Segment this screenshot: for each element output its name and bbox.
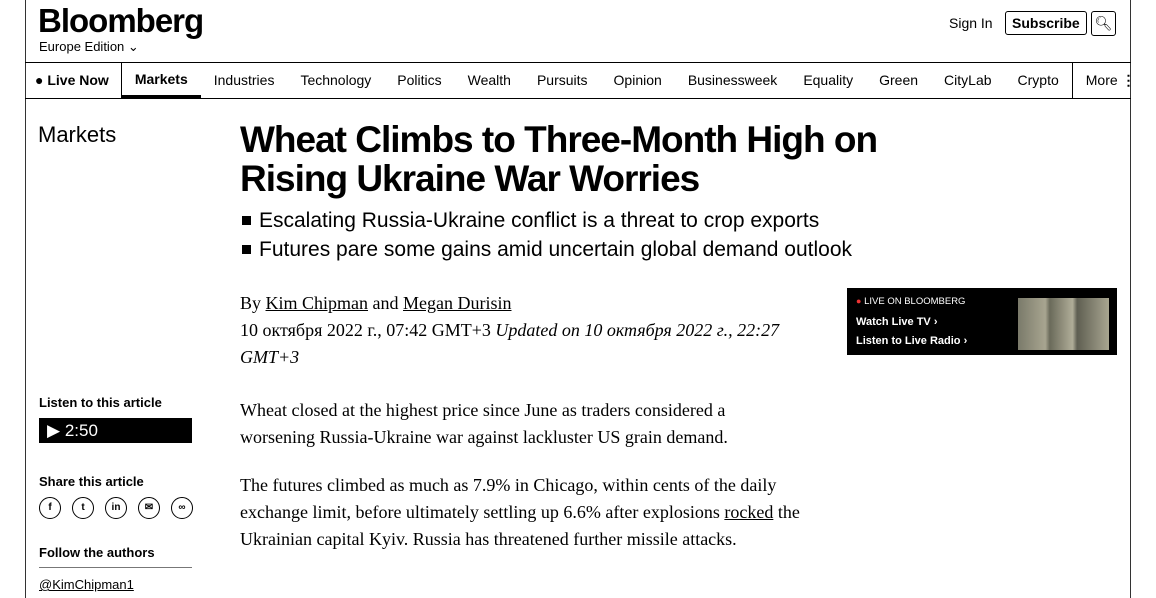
nav-technology[interactable]: Technology (300, 72, 372, 88)
chevron-down-icon: ⌄ (127, 39, 139, 54)
listen-heading: Listen to this article (39, 395, 162, 410)
search-button[interactable]: 🔍︎ (1091, 11, 1116, 36)
by-label: By (240, 293, 262, 313)
and-label: and (372, 293, 399, 313)
share-heading: Share this article (39, 474, 144, 489)
abstract-item: Escalating Russia-Ukraine conflict is a … (240, 206, 852, 235)
article-paragraph: The futures climbed as much as 7.9% in C… (240, 472, 800, 553)
audio-play-button[interactable]: ▶ 2:50 (39, 418, 192, 443)
nav-green[interactable]: Green (879, 72, 919, 88)
paragraph-text: The futures climbed as much as 7.9% in C… (240, 475, 777, 522)
article-abstract: Escalating Russia-Ukraine conflict is a … (240, 206, 852, 264)
author-link[interactable]: Megan Durisin (403, 293, 512, 313)
live-label-row: ● LIVE ON BLOOMBERG (856, 296, 965, 307)
nav-live-now[interactable]: ● Live Now (25, 63, 122, 98)
chevron-right-icon: › (933, 316, 938, 328)
page-frame (25, 0, 1131, 598)
play-icon: ▶ (47, 421, 61, 440)
nav-politics[interactable]: Politics (397, 72, 442, 88)
listen-live-radio-link[interactable]: Listen to Live Radio › (856, 335, 967, 347)
section-label[interactable]: Markets (38, 122, 117, 147)
article-paragraph: Wheat closed at the highest price since … (240, 400, 728, 447)
share-buttons: f t in ✉ ∞ (39, 497, 193, 519)
watch-live-tv-link[interactable]: Watch Live TV › (856, 316, 938, 328)
nav-opinion[interactable]: Opinion (613, 72, 662, 88)
updated-date: Updated on 10 октября 2022 г., 22:27 GMT… (240, 320, 780, 367)
nav-crypto[interactable]: Crypto (1017, 72, 1059, 88)
divider (39, 567, 192, 568)
main-nav: ● Live Now Markets Industries Technology… (25, 62, 1136, 99)
nav-markets[interactable]: Markets (121, 63, 201, 98)
inline-link[interactable]: rocked (724, 502, 774, 522)
live-on-bloomberg-box: ● LIVE ON BLOOMBERG Watch Live TV › List… (847, 288, 1117, 355)
author-link[interactable]: Kim Chipman (265, 293, 369, 313)
edition-label: Europe Edition (39, 39, 125, 54)
facebook-icon[interactable]: f (39, 497, 61, 519)
watch-live-tv-label: Watch Live TV (856, 316, 931, 328)
paragraph-text: the Ukrainian capital Kyiv. Russia has t… (240, 502, 800, 549)
nav-citylab[interactable]: CityLab (944, 72, 992, 88)
nav-industries[interactable]: Industries (213, 72, 275, 88)
nav-live-label: Live Now (47, 72, 109, 88)
edition-selector[interactable]: Europe Edition ⌄ (39, 39, 139, 55)
nav-more[interactable]: More ⋮ (1071, 63, 1149, 98)
byline: By Kim Chipman and Megan Durisin 10 октя… (240, 290, 800, 371)
chevron-right-icon: › (963, 335, 968, 347)
live-dot-icon: ● (856, 296, 862, 306)
nav-pursuits[interactable]: Pursuits (536, 72, 588, 88)
live-tv-thumbnail[interactable] (1018, 298, 1109, 350)
article-title: Wheat Climbs to Three-Month High on Risi… (240, 119, 878, 199)
published-date: 10 октября 2022 г., 07:42 GMT+3 (240, 320, 491, 340)
nav-equality[interactable]: Equality (803, 72, 854, 88)
sign-in-link[interactable]: Sign In (949, 15, 993, 31)
nav-businessweek[interactable]: Businessweek (687, 72, 778, 88)
nav-wealth[interactable]: Wealth (467, 72, 511, 88)
twitter-icon[interactable]: t (72, 497, 94, 519)
linkedin-icon[interactable]: in (105, 497, 127, 519)
bloomberg-logo[interactable]: Bloomberg (38, 2, 204, 39)
author-twitter-link[interactable]: @KimChipman1 (39, 577, 134, 592)
audio-duration: 2:50 (64, 421, 98, 440)
follow-heading: Follow the authors (39, 545, 155, 560)
link-icon[interactable]: ∞ (171, 497, 193, 519)
more-dots-icon: ⋮ (1121, 72, 1136, 88)
abstract-item: Futures pare some gains amid uncertain g… (240, 235, 852, 264)
search-icon: 🔍︎ (1094, 15, 1113, 31)
subscribe-button[interactable]: Subscribe (1005, 11, 1087, 35)
listen-live-radio-label: Listen to Live Radio (856, 335, 961, 347)
email-icon[interactable]: ✉ (138, 497, 160, 519)
live-label: LIVE ON BLOOMBERG (864, 296, 966, 307)
nav-more-label: More (1085, 72, 1118, 88)
